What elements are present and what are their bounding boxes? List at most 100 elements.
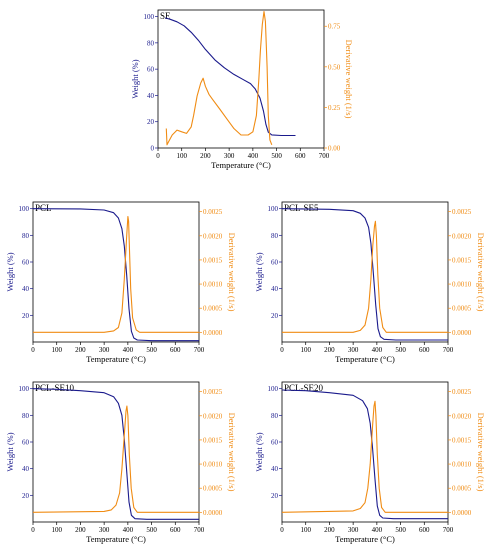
x-tick-label: 700	[443, 346, 454, 354]
panel-label: PCL-SE10	[35, 383, 75, 393]
y-left-tick-label: 60	[22, 439, 30, 447]
y-left-tick-label: 100	[19, 205, 30, 213]
y-left-axis-label: Weight (%)	[5, 432, 15, 471]
y-right-tick-label: 0.0010	[203, 461, 223, 469]
y-right-tick-label: 0.0005	[203, 485, 223, 493]
panel-label: SE	[160, 11, 171, 21]
weight-curve	[281, 389, 448, 520]
derivative-weight-curve	[32, 405, 199, 513]
y-left-tick-label: 20	[22, 312, 30, 320]
x-tick-label: 400	[372, 346, 383, 354]
y-right-axis-label: Derivative weight (1/s)	[476, 233, 486, 312]
y-left-tick-label: 20	[22, 492, 30, 500]
x-tick-label: 100	[51, 346, 62, 354]
x-tick-label: 100	[176, 152, 187, 160]
y-right-tick-label: 0.0020	[203, 232, 223, 240]
y-right-tick-label: 0.0025	[203, 388, 223, 396]
chart-panel-pcl-se10: 0 100 200 300 400 500 600 700 20 40 60 80 100 0.0000 0…	[5, 381, 237, 544]
weight-curve	[164, 17, 296, 137]
y-left-tick-label: 40	[22, 465, 30, 473]
y-left-tick-label: 80	[22, 412, 30, 420]
derivative-weight-curve	[33, 215, 199, 333]
x-tick-label: 300	[348, 346, 359, 354]
y-left-tick-label: 20	[147, 118, 155, 126]
y-right-tick-label: 0.0000	[452, 509, 472, 517]
derivative-weight-curve	[281, 400, 448, 513]
derivative-weight-curve	[165, 11, 273, 146]
x-axis-label: Temperature (°C)	[86, 534, 146, 544]
x-tick-label: 600	[419, 526, 430, 534]
y-left-tick-label: 40	[147, 92, 155, 100]
panel-label: PCL-SE20	[284, 383, 324, 393]
x-axis-label: Temperature (°C)	[335, 534, 395, 544]
x-tick-label: 600	[170, 346, 181, 354]
y-right-tick-label: 0.0000	[203, 329, 223, 337]
y-right-tick-label: 0.0025	[452, 208, 472, 216]
y-right-tick-label: 0.0015	[203, 436, 223, 444]
x-tick-label: 100	[51, 526, 62, 534]
x-tick-label: 600	[419, 346, 430, 354]
y-left-tick-label: 40	[271, 465, 279, 473]
chart-panel-pcl-se20: 0 100 200 300 400 500 600 700 20 40 60 80 100 0.0000 0…	[254, 381, 486, 544]
y-left-tick-label: 80	[22, 232, 30, 240]
y-left-tick-label: 0	[151, 145, 155, 153]
x-tick-label: 700	[443, 526, 454, 534]
y-right-tick-label: 0.0005	[452, 485, 472, 493]
x-tick-label: 200	[75, 526, 86, 534]
x-tick-label: 400	[372, 526, 383, 534]
x-tick-label: 600	[295, 152, 306, 160]
x-axis-label: Temperature (°C)	[211, 160, 271, 170]
y-right-tick-label: 0.0000	[452, 329, 472, 337]
chart-panel-pcl-se5: 0 100 200 300 400 500 600 700 20 40 60 80 100 0.0000 0…	[254, 201, 486, 364]
y-right-tick-label: 0.0020	[452, 232, 472, 240]
x-axis-label: Temperature (°C)	[86, 354, 146, 364]
x-tick-label: 400	[123, 526, 134, 534]
y-left-tick-label: 80	[271, 412, 279, 420]
y-right-tick-label: 0.0005	[452, 305, 472, 313]
y-left-tick-label: 20	[271, 312, 279, 320]
x-tick-label: 200	[75, 346, 86, 354]
plot-frame	[281, 201, 449, 343]
x-tick-label: 300	[348, 526, 359, 534]
y-left-tick-label: 40	[271, 285, 279, 293]
chart-panel-se: 0 100 200 300 400 500 600 700 0 20 40 60 80 100 0.00 0.…	[130, 9, 354, 170]
x-tick-label: 0	[280, 346, 284, 354]
x-tick-label: 700	[319, 152, 330, 160]
x-tick-label: 100	[300, 346, 311, 354]
y-right-tick-label: 0.0025	[452, 388, 472, 396]
y-left-tick-label: 100	[144, 13, 155, 21]
x-tick-label: 0	[31, 526, 35, 534]
x-tick-label: 0	[156, 152, 160, 160]
y-right-tick-label: 0.00	[328, 145, 341, 153]
y-right-tick-label: 0.0010	[452, 281, 472, 289]
y-right-tick-label: 0.50	[328, 63, 341, 71]
y-left-tick-label: 100	[268, 205, 279, 213]
x-tick-label: 500	[146, 346, 157, 354]
y-left-tick-label: 60	[147, 66, 155, 74]
weight-curve	[32, 208, 199, 342]
y-left-axis-label: Weight (%)	[5, 252, 15, 291]
y-right-tick-label: 0.0005	[203, 305, 223, 313]
x-tick-label: 500	[146, 526, 157, 534]
x-tick-label: 500	[395, 526, 406, 534]
y-right-axis-label: Derivative weight (1/s)	[227, 233, 237, 312]
x-tick-label: 300	[224, 152, 235, 160]
x-tick-label: 700	[194, 346, 205, 354]
y-right-axis-label: Derivative weight (1/s)	[344, 40, 354, 119]
x-tick-label: 200	[200, 152, 211, 160]
plot-frame	[32, 381, 200, 523]
derivative-weight-curve	[282, 220, 448, 333]
y-right-tick-label: 0.25	[328, 104, 341, 112]
panel-label: PCL-SE5	[284, 203, 319, 213]
panel-label: PCL	[35, 203, 52, 213]
x-tick-label: 100	[300, 526, 311, 534]
y-left-tick-label: 80	[147, 39, 155, 47]
x-tick-label: 700	[194, 526, 205, 534]
chart-panel-pcl: 0 100 200 300 400 500 600 700 20 40 60 80 100 0.0000 0…	[5, 201, 237, 364]
x-tick-label: 400	[248, 152, 259, 160]
y-right-tick-label: 0.0015	[203, 256, 223, 264]
x-tick-label: 500	[271, 152, 282, 160]
x-tick-label: 500	[395, 346, 406, 354]
y-left-tick-label: 60	[271, 439, 279, 447]
weight-curve	[281, 208, 448, 341]
